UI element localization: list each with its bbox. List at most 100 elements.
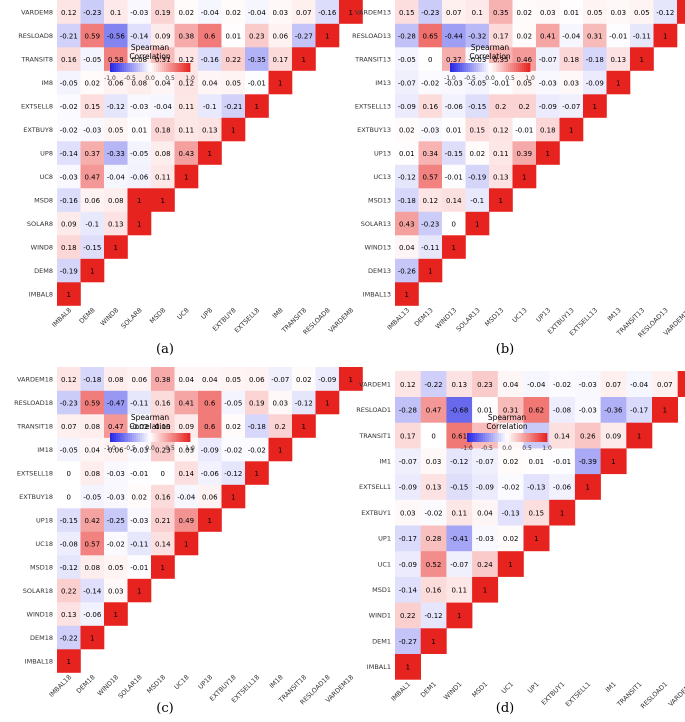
cell-value-label: 0.08 xyxy=(131,79,147,87)
legend-tick-label: 1.0 xyxy=(525,75,535,82)
cell-value-label: 0.17 xyxy=(400,432,416,440)
heatmap-cell xyxy=(442,164,466,189)
heatmap-cell xyxy=(472,525,499,552)
y-tick-label: SOLAR13 xyxy=(361,220,391,228)
legend-gradient-segment xyxy=(182,433,185,442)
cell-value-label: 1 xyxy=(255,103,259,111)
heatmap-cell xyxy=(292,47,316,71)
heatmap-cell xyxy=(442,211,466,236)
heatmap-cell xyxy=(606,70,631,95)
heatmap-cell xyxy=(489,188,513,212)
y-tick-label: WIND8 xyxy=(31,243,53,251)
cell-value-label: 0 xyxy=(431,432,435,440)
legend-gradient-segment xyxy=(482,63,485,72)
cell-value-label: -0.12 xyxy=(398,173,416,181)
cell-value-label: 1 xyxy=(231,493,235,501)
cell-value-label: -0.01 xyxy=(130,470,148,478)
cell-value-label: 0.13 xyxy=(108,220,124,228)
cell-value-label: -0.15 xyxy=(60,517,78,525)
cell-value-label: 0.05 xyxy=(225,376,241,384)
heatmap-cell xyxy=(151,437,175,462)
x-tick-label: DEM18 xyxy=(75,673,97,695)
heatmap-cell xyxy=(583,23,607,48)
y-tick-label: WIND18 xyxy=(27,610,53,618)
legend-gradient-segment xyxy=(172,63,175,72)
x-tick-label: VARDEM1 xyxy=(667,680,685,708)
x-tick-label: MSD13 xyxy=(483,306,505,328)
cell-value-label: 0.08 xyxy=(131,56,147,64)
cell-value-label: 0 xyxy=(67,493,71,501)
cell-value-label: 0.15 xyxy=(469,126,485,134)
legend-gradient-segment xyxy=(492,63,495,72)
heatmap-cell xyxy=(57,47,81,71)
legend-gradient-segment xyxy=(509,433,512,442)
heatmap-cell xyxy=(523,448,550,475)
heatmap-cell xyxy=(583,47,607,71)
heatmap-cell xyxy=(497,525,524,552)
heatmap-cell xyxy=(446,473,473,500)
cell-value-label: 0.42 xyxy=(84,517,100,525)
cell-value-label: 0.12 xyxy=(493,126,509,134)
cell-value-label: 0.01 xyxy=(563,9,579,17)
y-tick-label: UP8 xyxy=(40,149,53,157)
x-tick-label: WIND1 xyxy=(442,680,463,701)
cell-value-label: 1 xyxy=(663,32,667,40)
heatmap-cell xyxy=(606,47,631,71)
cell-value-label: -0.07 xyxy=(398,79,416,87)
legend-gradient-segment xyxy=(498,63,501,72)
legend-gradient-segment xyxy=(516,63,519,72)
legend-tick-label: 0.0 xyxy=(145,445,155,452)
heatmap-cell xyxy=(395,525,421,552)
y-tick-label: VARDEM18 xyxy=(17,375,53,383)
heatmap-cell xyxy=(395,371,421,397)
cell-value-label: -0.07 xyxy=(399,458,417,466)
heatmap-cell xyxy=(151,23,175,48)
heatmap-cell xyxy=(574,422,601,449)
cell-value-label: -0.17 xyxy=(399,535,417,543)
x-tick-label: IM8 xyxy=(271,306,285,320)
heatmap-cell xyxy=(583,70,607,95)
cell-value-label: -0.26 xyxy=(398,267,417,275)
y-tick-label: TRANSIT1 xyxy=(358,432,391,440)
heatmap-cell xyxy=(127,578,152,603)
legend-gradient-segment xyxy=(462,63,465,72)
heatmap-cell xyxy=(151,367,175,391)
heatmap-cell xyxy=(80,70,105,95)
heatmap-cell xyxy=(446,525,473,552)
legend-gradient-segment xyxy=(126,433,129,442)
heatmap-cell xyxy=(104,508,128,532)
heatmap-cell xyxy=(653,23,678,48)
cell-value-label: 0.16 xyxy=(61,56,77,64)
legend-gradient-segment xyxy=(170,63,173,72)
cell-value-label: 0.03 xyxy=(563,79,579,87)
cell-value-label: 0.57 xyxy=(84,540,100,548)
cell-value-label: 1 xyxy=(637,432,641,440)
legend-gradient-segment xyxy=(535,433,538,442)
heatmap-cell xyxy=(127,23,152,48)
heatmap-cell xyxy=(80,390,105,415)
legend-gradient-segment xyxy=(477,433,480,442)
cell-value-label: -0.12 xyxy=(656,9,674,17)
x-tick-label: IMBAL8 xyxy=(50,306,73,329)
legend-gradient-segment xyxy=(502,63,505,72)
heatmap-cell xyxy=(221,484,246,509)
cell-value-label: -0.06 xyxy=(130,173,149,181)
cell-value-label: 0.05 xyxy=(587,9,603,17)
heatmap-cell xyxy=(559,47,584,71)
cell-value-label: -0.02 xyxy=(248,446,266,454)
cell-value-label: 0.12 xyxy=(400,381,416,389)
heatmap-cell xyxy=(549,448,576,475)
heatmap-cell xyxy=(420,576,447,603)
heatmap-cell xyxy=(395,448,421,475)
heatmap-cell xyxy=(198,0,222,24)
legend-gradient-segment xyxy=(456,63,459,72)
cell-value-label: 0.41 xyxy=(540,32,556,40)
legend-gradient-segment xyxy=(475,433,478,442)
cell-value-label: 0.01 xyxy=(529,458,545,466)
legend-tick-label: -1.0 xyxy=(461,445,473,452)
cell-value-label: -0.11 xyxy=(130,540,148,548)
cell-value-label: 0.18 xyxy=(61,244,77,252)
legend-gradient-segment xyxy=(506,63,509,72)
legend-gradient-segment xyxy=(519,433,522,442)
cell-value-label: -0.22 xyxy=(424,381,442,389)
